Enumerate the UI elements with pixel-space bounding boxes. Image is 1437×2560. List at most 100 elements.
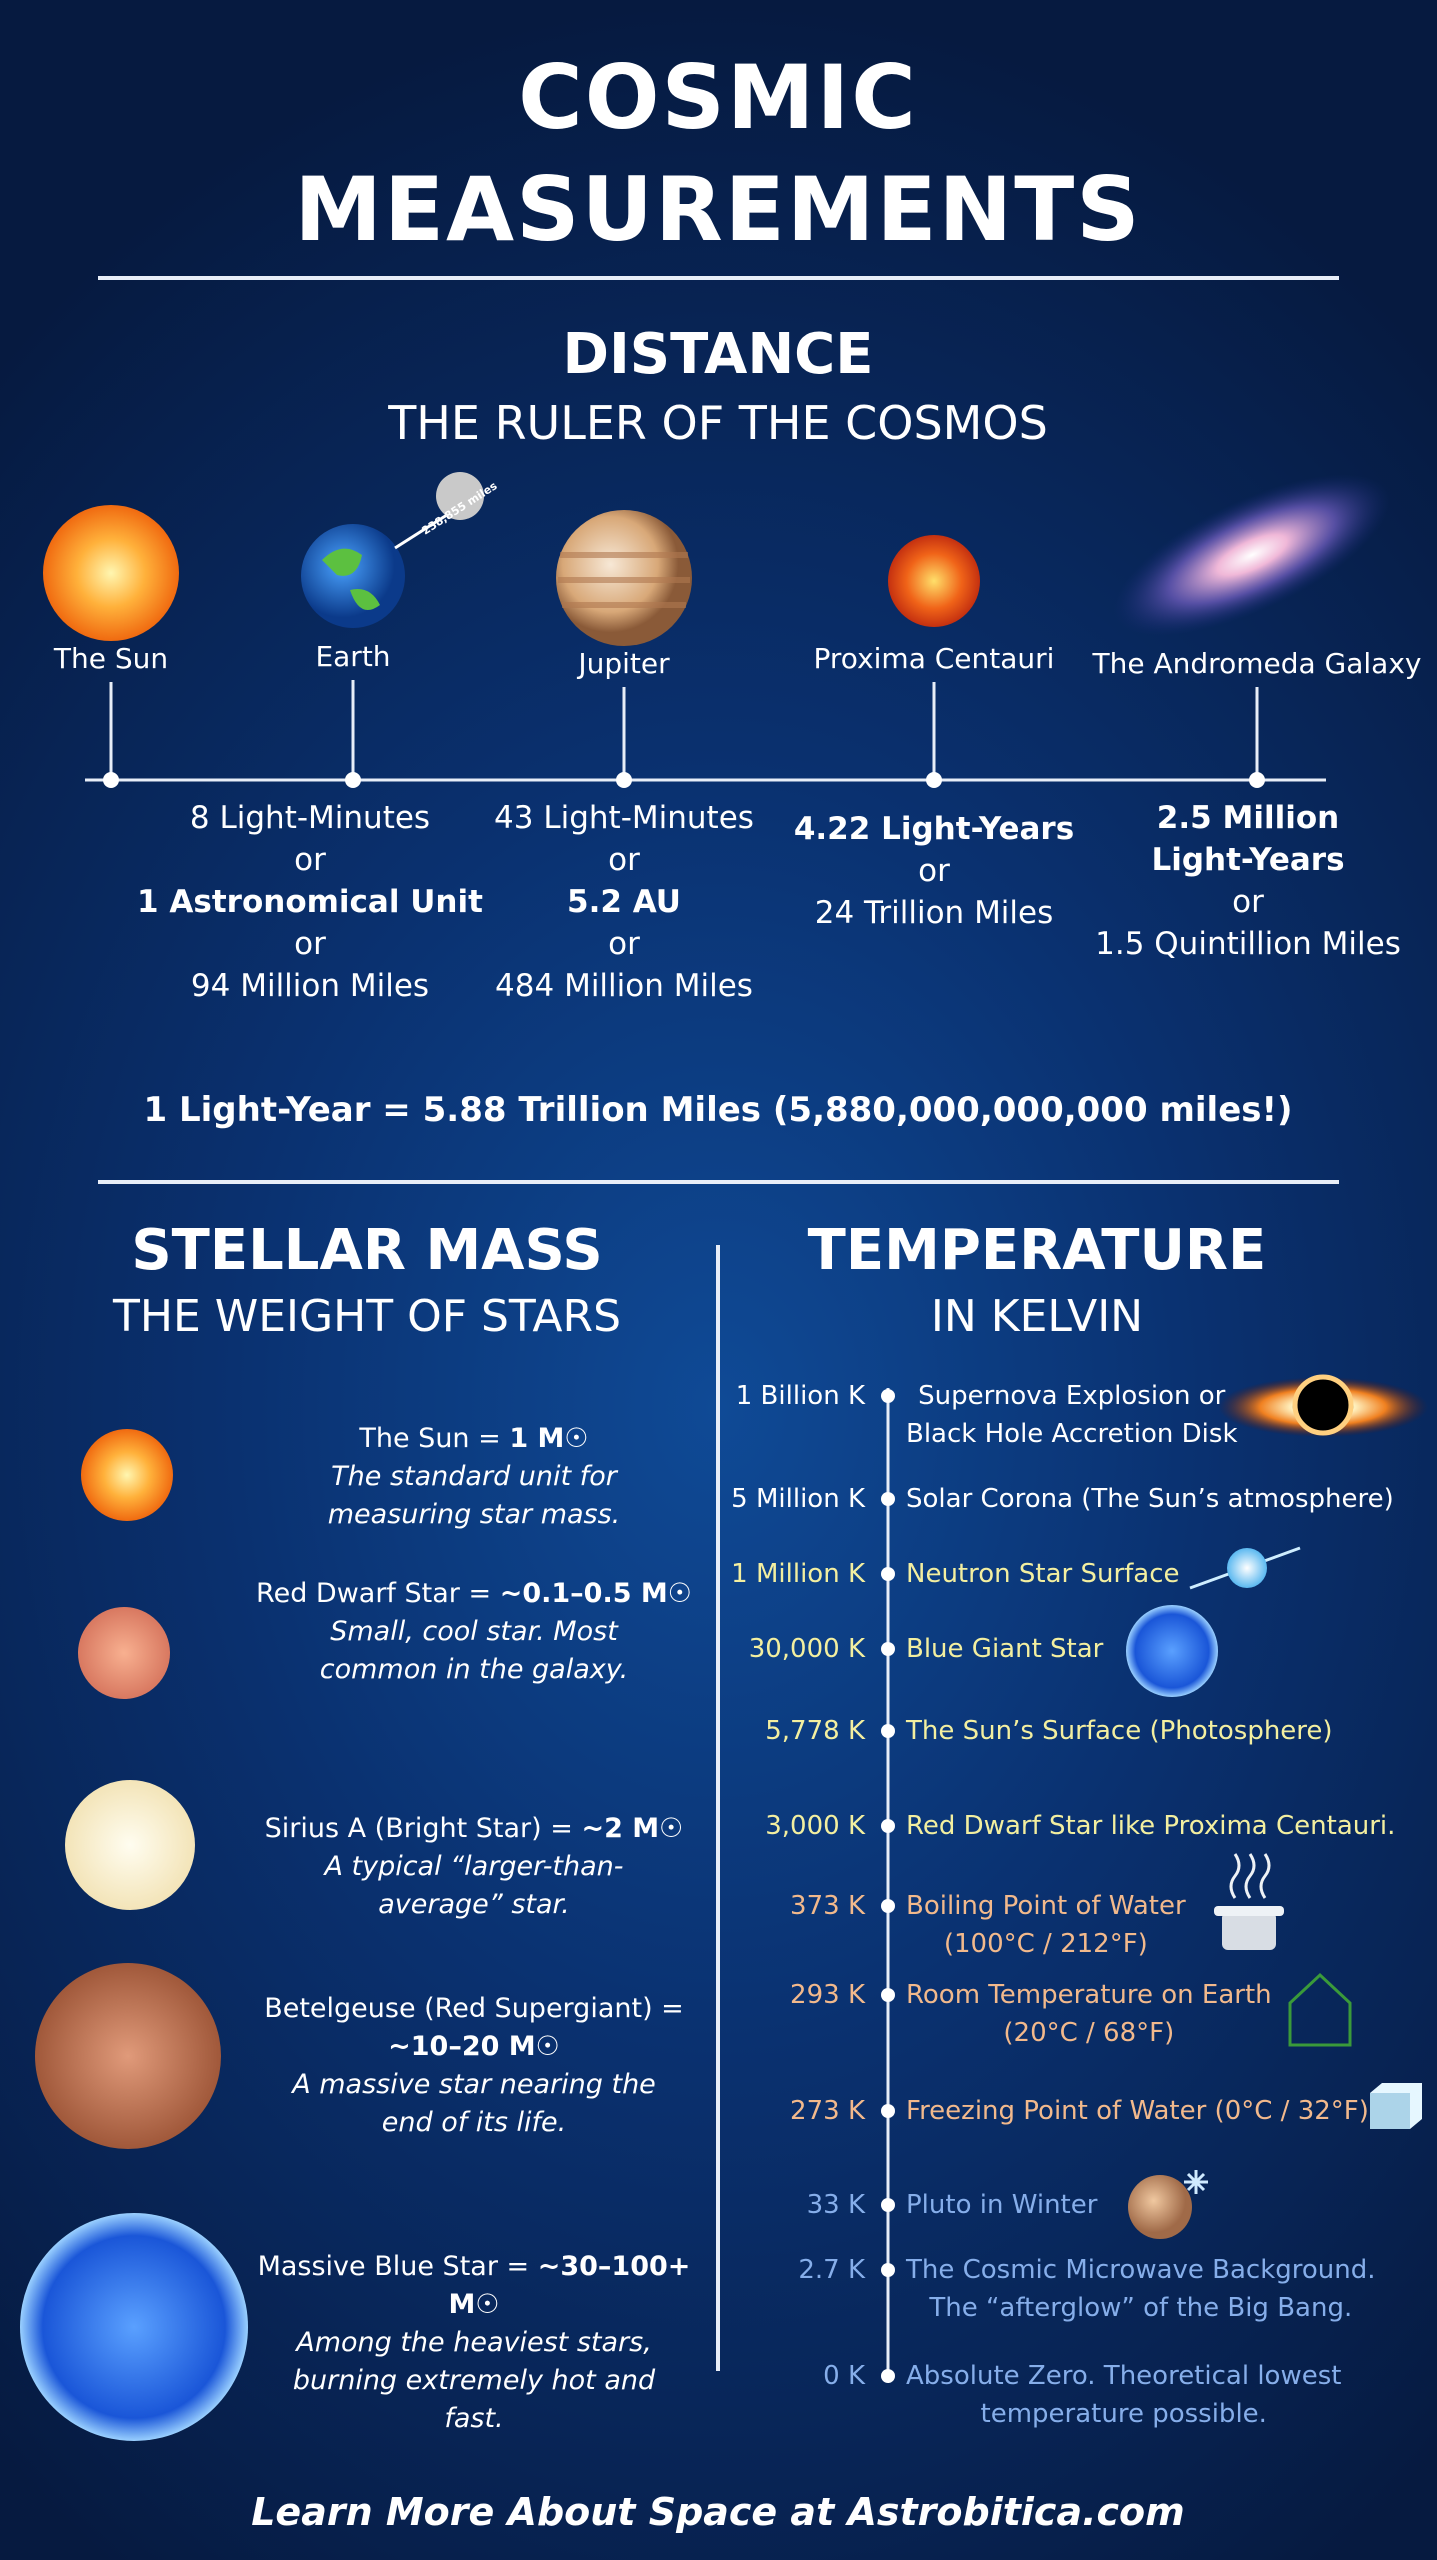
distance-fact: 8 Light-Minutes [189,800,431,836]
temperature-label-line: Absolute Zero. Theoretical lowest [906,2361,1342,2391]
object-name: Earth [315,640,391,673]
moon-image [436,472,484,520]
temperature-dot [881,1819,895,1833]
temperature-dot [881,2369,895,2383]
distance-fact: 94 Million Miles [190,968,430,1004]
mass-value: ~30–100+ M☉ [448,2251,691,2320]
distance-fact: Light-Years [1151,842,1345,878]
temperature-value: 293 K [790,1980,865,2010]
title-line: COSMIC [518,46,918,149]
temperature-label: Red Dwarf Star like Proxima Centauri. [906,1807,1395,1845]
distance-fact: 24 Trillion Miles [814,895,1054,931]
neutron-star-icon [1227,1548,1267,1588]
red-dwarf-star [78,1607,170,1699]
temperature-value: 5,778 K [765,1716,865,1746]
temperature-label-line: The Cosmic Microwave Background. [906,2255,1376,2285]
distance-fact: 43 Light-Minutes [494,800,754,836]
house-icon [1288,1972,1352,2047]
temperature-value: 5 Million K [731,1484,865,1514]
temperature-dot [881,2104,895,2118]
andromeda-image [1114,474,1390,636]
section-heading: DISTANCE [562,322,874,387]
temperature-label-line: Freezing Point of Water (0°C / 32°F) [906,2096,1369,2126]
section-heading: STELLAR MASS [131,1218,603,1283]
object-name: The Sun [53,642,169,675]
betelgeuse-star [35,1963,221,2149]
mass-label: The Sun = [359,1423,501,1454]
distance-fact: or [1232,884,1264,920]
temperature-label-line: (20°C / 68°F) [1003,2018,1175,2048]
temperature-dot [881,2263,895,2277]
mass-value: ~2 M☉ [581,1813,684,1844]
mass-item: Massive Blue Star = ~30–100+ M☉ Among the… [244,2248,704,2438]
temperature-label-line: Red Dwarf Star like Proxima Centauri. [906,1811,1396,1841]
timeline-dot [103,772,119,788]
temperature-label: Blue Giant Star [906,1630,1103,1668]
temperature-dot [881,1899,895,1913]
temperature-label-line: Pluto in Winter [906,2190,1098,2220]
temperature-label-line: Boiling Point of Water [906,1891,1186,1921]
temperature-label: Room Temperature on Earth (20°C / 68°F) [906,1976,1272,2052]
temperature-label: Solar Corona (The Sun’s atmosphere) [906,1480,1394,1518]
timeline-dot [616,772,632,788]
dividers [98,276,1339,2371]
temperature-label-line: Blue Giant Star [906,1634,1104,1664]
distance-fact: or [608,842,640,878]
distance-fact: 484 Million Miles [495,968,753,1004]
temperature-value: 1 Billion K [735,1381,865,1411]
section-heading: TEMPERATURE [807,1218,1267,1283]
title-line: MEASUREMENTS [294,158,1142,261]
temperature-dot [881,1567,895,1581]
temperature-value: 33 K [806,2190,865,2220]
object-name: Proxima Centauri [813,642,1055,675]
temperature-label: Boiling Point of Water (100°C / 212°F) [906,1887,1186,1963]
footer-link: Learn More About Space at Astrobitica.co… [251,2490,1185,2534]
proxima-image [888,535,980,627]
mass-item: The Sun = 1 M☉ The standard unit for meas… [244,1420,704,1534]
distance-fact: or [294,842,326,878]
temperature-dot [881,1642,895,1656]
temperature-label-line: Black Hole Accretion Disk [906,1419,1238,1449]
section-subheading: IN KELVIN [930,1291,1144,1342]
mass-description: Among the heaviest stars, burning extrem… [292,2327,656,2434]
pluto-icon [1128,2175,1192,2239]
section-subheading: THE WEIGHT OF STARS [113,1291,621,1342]
mass-description: The standard unit for measuring star mas… [327,1461,621,1530]
object-name: The Andromeda Galaxy [1092,647,1422,680]
temperature-label: Freezing Point of Water (0°C / 32°F) [906,2092,1369,2130]
temperature-label: The Sun’s Surface (Photosphere) [906,1712,1333,1750]
timeline-dot [1249,772,1265,788]
mass-label: Massive Blue Star = [257,2251,530,2282]
temperature-label: Supernova Explosion or Black Hole Accreti… [906,1377,1238,1453]
blue-star [20,2213,248,2441]
temperature-value: 3,000 K [765,1811,865,1841]
distance-fact: 2.5 Million [1156,800,1340,836]
object-name: Jupiter [578,647,670,680]
sun-image [43,505,179,641]
mass-description: A massive star nearing the end of its li… [292,2069,656,2138]
distance-fact: 5.2 AU [567,884,681,920]
temperature-dot [881,1389,895,1403]
distance-fact: 1.5 Quintillion Miles [1095,926,1401,962]
temperature-label: Absolute Zero. Theoretical lowest tempera… [906,2357,1341,2433]
distance-fact: 4.22 Light-Years [793,811,1075,847]
mass-description: Small, cool star. Most common in the gal… [319,1616,629,1685]
temperature-label: The Cosmic Microwave Background. The “aft… [906,2251,1376,2327]
distance-fact: or [608,926,640,962]
temperature-value: 30,000 K [748,1634,865,1664]
distance-fact: or [294,926,326,962]
temperature-value: 273 K [790,2096,865,2126]
timeline-dot [345,772,361,788]
mass-label: Betelgeuse (Red Supergiant) = [264,1993,684,2024]
temperature-dot [881,1988,895,2002]
temperature-label-line: temperature possible. [980,2399,1267,2429]
temperature-label-line: Solar Corona (The Sun’s atmosphere) [906,1484,1394,1514]
temperature-value: 0 K [823,2361,865,2391]
mass-label: Red Dwarf Star = [256,1578,492,1609]
temperature-label-line: The Sun’s Surface (Photosphere) [906,1716,1333,1746]
ice-cube-icon [1370,2083,1422,2129]
temperature-label-line: Neutron Star Surface [906,1559,1180,1589]
sun-star [81,1429,173,1521]
temperature-label-line: The “afterglow” of the Big Bang. [929,2293,1353,2323]
